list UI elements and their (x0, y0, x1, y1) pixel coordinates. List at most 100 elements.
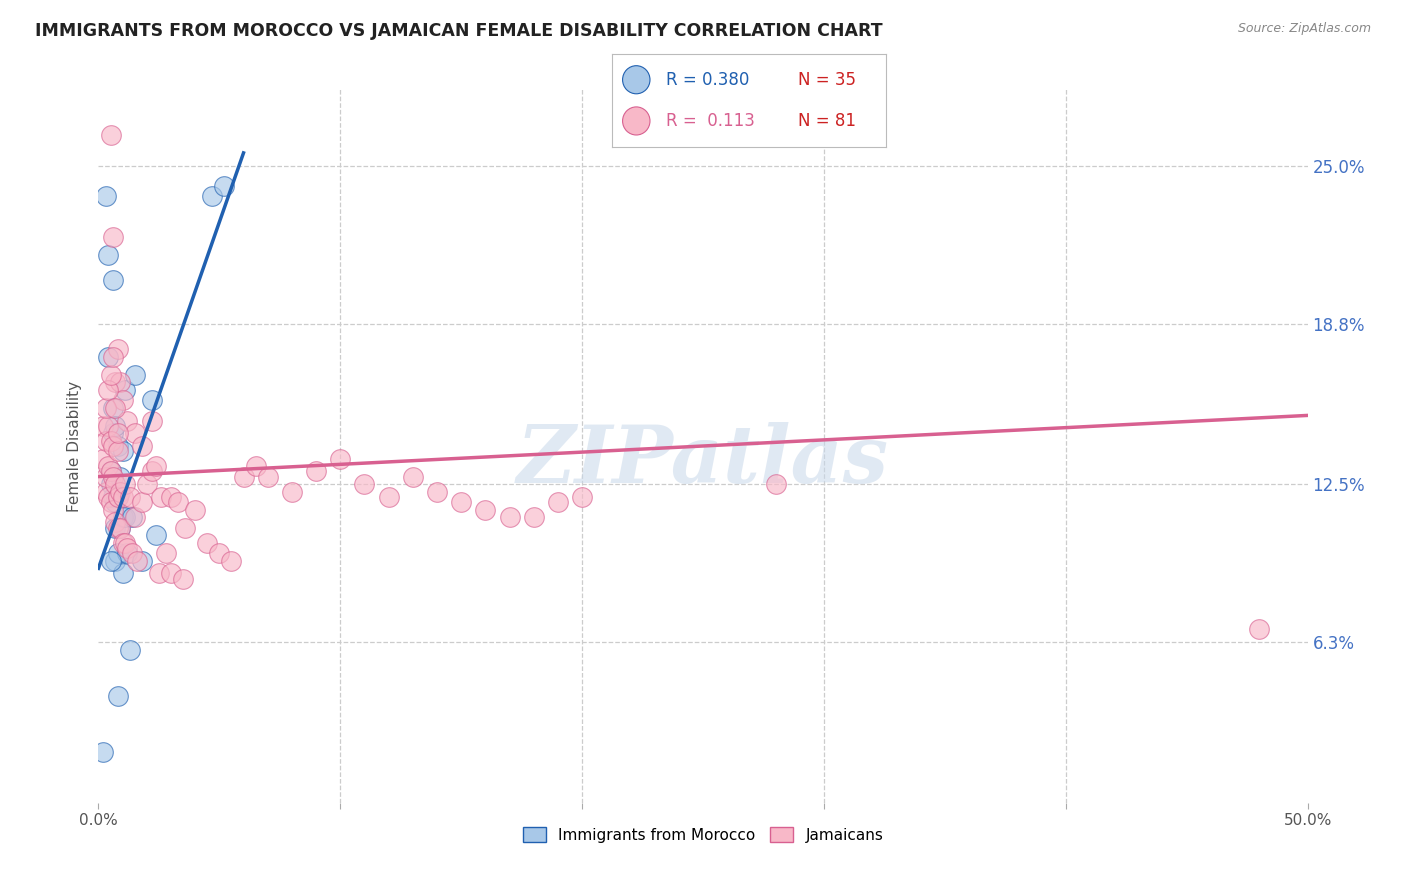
Point (101, 401, 124, 415)
Text: R =  0.113: R = 0.113 (666, 112, 755, 130)
Point (100, 465, 122, 479)
Point (498, 510, 520, 524)
Point (305, 465, 328, 479)
Point (111, 510, 134, 524)
Point (117, 413, 139, 427)
Point (245, 459, 267, 474)
Point (547, 495, 569, 509)
Text: Source: ZipAtlas.com: Source: ZipAtlas.com (1237, 22, 1371, 36)
Point (141, 393, 163, 408)
Point (101, 490, 124, 504)
Point (107, 689, 129, 703)
Point (101, 350, 124, 364)
Point (426, 484, 449, 499)
Text: N = 35: N = 35 (799, 70, 856, 88)
Point (124, 368, 146, 382)
Point (208, 546, 231, 560)
Point (571, 490, 593, 504)
Point (111, 566, 134, 581)
Point (160, 490, 183, 504)
Point (174, 520, 197, 534)
Point (221, 554, 243, 568)
Point (107, 520, 129, 534)
Point (91, 418, 114, 433)
Point (104, 477, 127, 491)
Point (100, 368, 122, 382)
Point (94, 469, 117, 483)
Point (111, 490, 134, 504)
Point (150, 490, 173, 504)
Point (100, 495, 122, 509)
Point (155, 546, 177, 560)
Point (118, 643, 141, 657)
Point (108, 520, 131, 534)
Point (107, 342, 129, 356)
Point (91, 745, 114, 759)
Point (107, 546, 129, 560)
Point (184, 502, 207, 516)
Y-axis label: Female Disability: Female Disability (67, 380, 83, 512)
Point (329, 451, 352, 466)
Point (141, 413, 163, 427)
Point (114, 477, 136, 491)
Point (121, 510, 143, 524)
Point (94, 484, 117, 499)
Point (107, 490, 129, 504)
Point (107, 444, 129, 458)
Ellipse shape (623, 107, 650, 135)
Point (104, 554, 127, 568)
Point (131, 439, 153, 453)
Point (121, 546, 143, 560)
Point (104, 401, 127, 415)
Point (450, 495, 472, 509)
Point (131, 554, 153, 568)
Point (107, 490, 129, 504)
Point (111, 536, 134, 550)
Text: N = 81: N = 81 (799, 112, 856, 130)
Point (100, 477, 122, 491)
Point (124, 426, 146, 441)
Point (97, 248, 120, 262)
Point (97, 418, 120, 433)
Point (108, 484, 131, 499)
Point (474, 502, 496, 516)
Point (256, 469, 278, 483)
Point (377, 490, 399, 504)
Point (765, 477, 787, 491)
Text: ZIPatlas: ZIPatlas (517, 422, 889, 499)
Point (353, 477, 375, 491)
Point (101, 502, 124, 516)
Point (101, 426, 124, 441)
Point (135, 477, 157, 491)
Point (111, 393, 134, 408)
Point (523, 510, 546, 524)
Point (201, 189, 224, 203)
Legend: Immigrants from Morocco, Jamaicans: Immigrants from Morocco, Jamaicans (516, 821, 890, 848)
Point (100, 465, 122, 479)
Point (101, 230, 124, 244)
Point (97, 350, 120, 364)
Point (195, 536, 218, 550)
Point (172, 572, 194, 586)
Point (100, 128, 122, 142)
Point (94, 189, 117, 203)
Point (118, 490, 141, 504)
Point (104, 520, 127, 534)
Point (124, 510, 146, 524)
Point (111, 444, 134, 458)
Point (108, 520, 131, 534)
Point (100, 434, 122, 448)
Point (97, 490, 120, 504)
Point (281, 484, 304, 499)
Point (104, 495, 127, 509)
Point (148, 566, 170, 581)
Point (104, 376, 127, 390)
Point (141, 465, 163, 479)
Point (145, 528, 167, 542)
Point (232, 469, 254, 483)
Point (97, 459, 120, 474)
Point (108, 376, 131, 390)
Point (145, 459, 167, 474)
Point (101, 469, 124, 483)
Point (127, 554, 149, 568)
